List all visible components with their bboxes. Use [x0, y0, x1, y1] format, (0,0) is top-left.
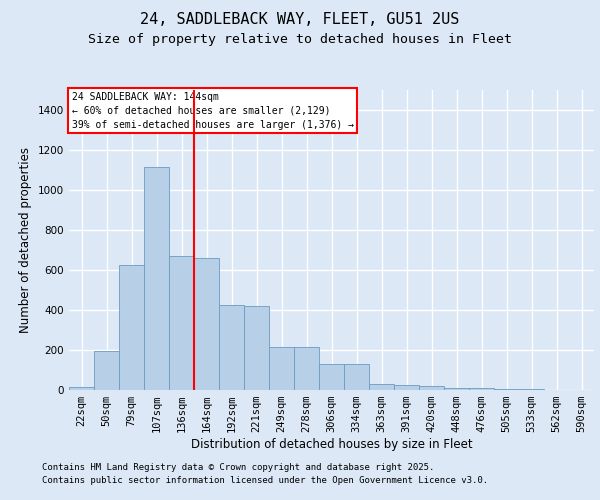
Text: Contains HM Land Registry data © Crown copyright and database right 2025.: Contains HM Land Registry data © Crown c…	[42, 462, 434, 471]
Text: Contains public sector information licensed under the Open Government Licence v3: Contains public sector information licen…	[42, 476, 488, 485]
Y-axis label: Number of detached properties: Number of detached properties	[19, 147, 32, 333]
Bar	[119, 265, 144, 390]
Bar	[419, 386, 444, 390]
Bar	[394, 385, 419, 390]
Bar	[194, 258, 219, 390]
Text: 24, SADDLEBACK WAY, FLEET, GU51 2US: 24, SADDLEBACK WAY, FLEET, GU51 2US	[140, 12, 460, 28]
Bar	[494, 389, 519, 390]
X-axis label: Distribution of detached houses by size in Fleet: Distribution of detached houses by size …	[191, 438, 472, 451]
Text: Size of property relative to detached houses in Fleet: Size of property relative to detached ho…	[88, 32, 512, 46]
Bar	[244, 306, 269, 390]
Bar	[269, 347, 294, 390]
Bar	[144, 167, 169, 390]
Bar	[69, 387, 94, 390]
Bar	[219, 305, 244, 390]
Bar	[94, 351, 119, 390]
Bar	[344, 364, 369, 390]
Bar	[469, 388, 494, 390]
Bar	[169, 256, 194, 390]
Text: 24 SADDLEBACK WAY: 144sqm
← 60% of detached houses are smaller (2,129)
39% of se: 24 SADDLEBACK WAY: 144sqm ← 60% of detac…	[71, 92, 353, 130]
Bar	[444, 388, 469, 390]
Bar	[319, 364, 344, 390]
Bar	[369, 384, 394, 390]
Bar	[294, 347, 319, 390]
